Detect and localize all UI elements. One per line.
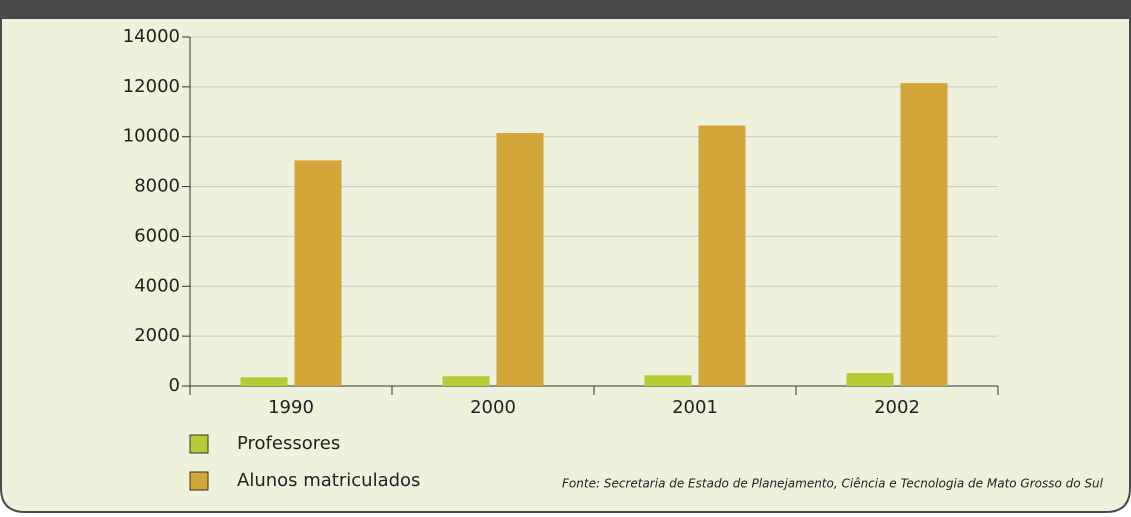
bar — [900, 83, 948, 386]
y-tick-label: 4000 — [134, 275, 180, 296]
y-tick-label: 14000 — [123, 26, 180, 47]
bar — [496, 132, 544, 386]
panel — [0, 17, 1131, 513]
header-bar — [0, 0, 1131, 18]
bar — [442, 376, 490, 386]
legend-label: Professores — [237, 433, 340, 454]
x-tick-label: 1990 — [268, 397, 314, 418]
y-tick-label: 0 — [169, 375, 180, 396]
y-tick-label: 6000 — [134, 225, 180, 246]
y-tick-label: 8000 — [134, 176, 180, 197]
source-note: Fonte: Secretaria de Estado de Planejame… — [562, 477, 1104, 491]
bar — [846, 373, 894, 386]
bar — [644, 375, 692, 386]
bar — [240, 377, 288, 386]
y-tick-label: 12000 — [123, 76, 180, 97]
legend-label: Alunos matriculados — [237, 470, 420, 491]
y-tick-label: 2000 — [134, 325, 180, 346]
bar — [698, 125, 746, 386]
legend-swatch — [189, 434, 209, 454]
x-tick-label: 2001 — [672, 397, 718, 418]
bar — [294, 160, 342, 386]
x-tick-label: 2000 — [470, 397, 516, 418]
x-tick-label: 2002 — [874, 397, 920, 418]
legend-swatch — [189, 471, 209, 491]
y-tick-label: 10000 — [123, 126, 180, 147]
